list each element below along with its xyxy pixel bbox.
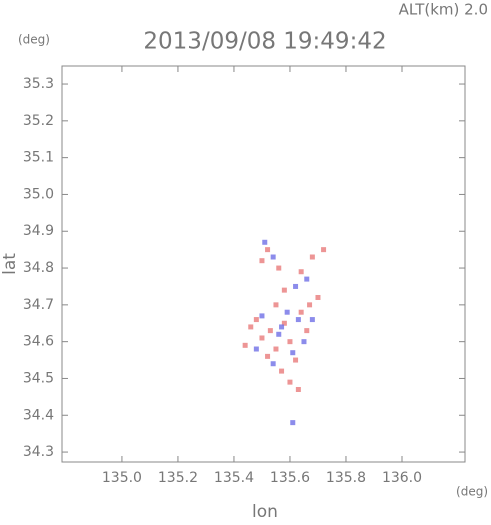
point [290,350,296,356]
x-tick-label: 135.6 [270,470,310,486]
point [281,320,287,326]
point [281,287,287,293]
x-tick-label: 136.0 [382,470,422,486]
point [242,342,248,348]
y-tick-label: 34.4 [23,407,54,423]
y-tick-label: 35.3 [23,76,54,92]
point [265,247,271,253]
point [287,339,293,345]
point [279,324,285,330]
point [295,317,301,323]
point [253,346,259,352]
point [290,420,296,426]
y-tick-label: 34.3 [23,444,54,460]
point [270,361,276,367]
point [259,335,265,341]
point [262,239,268,245]
x-tick-label: 135.2 [158,470,198,486]
y-tick-label: 34.7 [23,297,54,313]
plot-frame [61,65,466,463]
y-tick-label: 34.6 [23,334,54,350]
point [293,283,299,289]
x-tick-label: 135.0 [102,470,142,486]
point [321,247,327,253]
x-unit: (deg) [456,485,488,499]
point [287,379,293,385]
y-axis-label: lat [0,253,20,275]
point [301,339,307,345]
point [298,269,304,275]
chart-title: 2013/09/08 19:49:42 [143,29,386,55]
point [309,254,315,260]
y-tick-label: 35.2 [23,113,54,129]
point [309,317,315,323]
altitude-label: ALT(km) 2.0 [399,1,488,19]
point [265,353,271,359]
point [259,258,265,264]
point [307,302,313,308]
y-tick-label: 34.5 [23,370,54,386]
point [293,357,299,363]
point [267,328,273,334]
x-tick-label: 135.8 [326,470,366,486]
point [304,328,310,334]
point [295,386,301,392]
point [276,265,282,271]
y-unit: (deg) [18,33,50,47]
x-axis-label: lon [252,502,278,521]
y-tick-label: 35.1 [23,150,54,166]
point [284,309,290,315]
point [304,276,310,282]
point [276,331,282,337]
point [273,302,279,308]
x-tick-label: 135.4 [214,470,254,486]
y-tick-label: 34.9 [23,223,54,239]
point [279,368,285,374]
point [315,294,321,300]
point [298,309,304,315]
point [253,317,259,323]
y-tick-label: 35.0 [23,186,54,202]
point [273,346,279,352]
point [270,254,276,260]
point [259,313,265,319]
y-tick-label: 34.8 [23,260,54,276]
point [248,324,254,330]
